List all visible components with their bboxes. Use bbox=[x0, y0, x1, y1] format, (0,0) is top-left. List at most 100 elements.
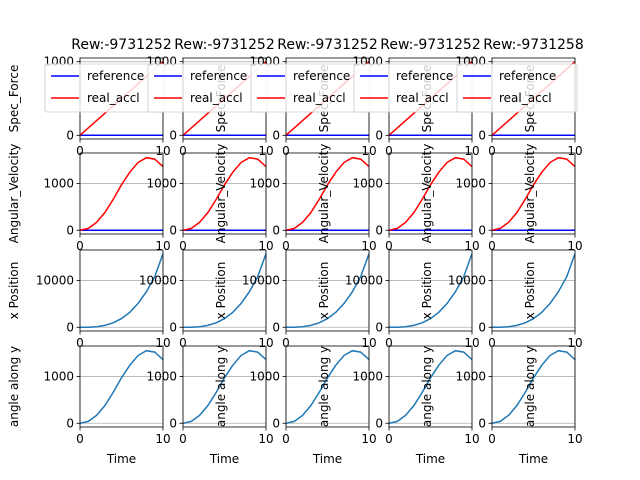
subplot-title: Rew:-9731258 bbox=[483, 37, 584, 53]
y-tick-label: 0 bbox=[478, 128, 486, 142]
x-tick-label: 0 bbox=[76, 336, 84, 350]
subplot-r3-c0: 0 1000 0 10 angle along y Time bbox=[7, 345, 171, 466]
y-tick-label: 0 bbox=[272, 320, 280, 334]
x-tick-label: 0 bbox=[76, 239, 84, 253]
subplot-title: Rew:-9731252 bbox=[71, 37, 172, 53]
x-tick-label: 10 bbox=[464, 144, 479, 158]
subplot-title: Rew:-9731252 bbox=[277, 37, 378, 53]
x-tick-label: 0 bbox=[282, 336, 290, 350]
legend-label-reference: reference bbox=[190, 69, 247, 83]
y-tick-label: 10000 bbox=[345, 273, 383, 287]
subplot-r2-c4: 0 10000 0 10 x Position bbox=[448, 249, 583, 350]
y-tick-label: 1000 bbox=[352, 369, 383, 383]
x-tick-label: 10 bbox=[155, 336, 170, 350]
legend-label-real-accl: real_accl bbox=[87, 91, 140, 105]
axes-frame bbox=[491, 345, 576, 428]
series-line-trace bbox=[183, 349, 266, 425]
y-axis-label: x Position bbox=[317, 262, 331, 320]
y-tick-label: 0 bbox=[66, 223, 74, 237]
x-tick-label: 10 bbox=[361, 144, 376, 158]
subplot-r0-c2: 01000010Spec_Forcereferencereal_acclRew:… bbox=[249, 37, 377, 158]
y-axis-label: x Position bbox=[214, 262, 228, 320]
legend-label-reference: reference bbox=[87, 69, 144, 83]
y-tick-label: 0 bbox=[272, 223, 280, 237]
x-tick-label: 10 bbox=[155, 239, 170, 253]
x-tick-label: 0 bbox=[385, 239, 393, 253]
x-tick-label: 0 bbox=[179, 432, 187, 446]
x-tick-label: 0 bbox=[282, 144, 290, 158]
legend: reference real_accl bbox=[353, 63, 475, 113]
x-tick-label: 10 bbox=[567, 144, 582, 158]
y-tick-label: 0 bbox=[375, 416, 383, 430]
x-axis-label: Time bbox=[518, 452, 548, 466]
y-tick-label: 0 bbox=[375, 320, 383, 334]
y-axis-label: Angular_Velocity bbox=[420, 144, 434, 244]
y-tick-label: 0 bbox=[272, 128, 280, 142]
axes-frame bbox=[285, 249, 370, 332]
legend: reference real_accl bbox=[147, 63, 269, 113]
x-axis-label: Time bbox=[312, 452, 342, 466]
y-axis-label: angle along y bbox=[420, 346, 434, 427]
subplot-r3-c3: 0 1000 0 10 angle along y Time bbox=[352, 345, 480, 466]
subplot-r1-c1: 0 1000 0 10 Angular_Velocity bbox=[146, 144, 273, 253]
y-tick-label: 1000 bbox=[146, 176, 177, 190]
subplot-r2-c1: 0 10000 0 10 x Position bbox=[139, 249, 274, 350]
series-line-trace bbox=[492, 253, 575, 329]
series-line-real-accl bbox=[286, 156, 369, 232]
axes-frame bbox=[388, 249, 473, 332]
x-tick-label: 10 bbox=[258, 432, 273, 446]
x-tick-label: 10 bbox=[361, 432, 376, 446]
axes-frame bbox=[182, 249, 267, 332]
axes-frame bbox=[491, 152, 576, 235]
x-tick-label: 10 bbox=[258, 239, 273, 253]
y-tick-label: 0 bbox=[169, 223, 177, 237]
subplot-r2-c2: 0 10000 0 10 x Position bbox=[242, 249, 377, 350]
series-line-trace bbox=[183, 253, 266, 329]
legend: reference real_accl bbox=[250, 63, 372, 113]
legend-label-reference: reference bbox=[396, 69, 453, 83]
axes-frame bbox=[79, 249, 164, 332]
subplot-r1-c3: 0 1000 0 10 Angular_Velocity bbox=[352, 144, 479, 253]
x-tick-label: 0 bbox=[282, 432, 290, 446]
x-tick-label: 10 bbox=[567, 239, 582, 253]
y-tick-label: 0 bbox=[375, 128, 383, 142]
legend-label-real-accl: real_accl bbox=[293, 91, 346, 105]
y-tick-label: 0 bbox=[66, 416, 74, 430]
series-line-real-accl bbox=[183, 156, 266, 232]
x-tick-label: 0 bbox=[76, 144, 84, 158]
series-line-real-accl bbox=[80, 156, 163, 232]
y-tick-label: 0 bbox=[478, 223, 486, 237]
subplot-r3-c4: 0 1000 0 10 angle along y Time bbox=[455, 345, 583, 466]
x-tick-label: 0 bbox=[488, 336, 496, 350]
subplot-r1-c2: 0 1000 0 10 Angular_Velocity bbox=[249, 144, 376, 253]
y-axis-label: x Position bbox=[7, 262, 21, 320]
y-axis-label: x Position bbox=[523, 262, 537, 320]
x-tick-label: 10 bbox=[464, 239, 479, 253]
y-axis-label: angle along y bbox=[317, 346, 331, 427]
y-tick-label: 0 bbox=[478, 416, 486, 430]
y-tick-label: 10000 bbox=[36, 273, 74, 287]
axes-frame bbox=[79, 345, 164, 428]
x-tick-label: 0 bbox=[385, 336, 393, 350]
x-tick-label: 10 bbox=[361, 239, 376, 253]
x-tick-label: 0 bbox=[488, 239, 496, 253]
subplot-r2-c3: 0 10000 0 10 x Position bbox=[345, 249, 480, 350]
y-tick-label: 0 bbox=[375, 223, 383, 237]
y-tick-label: 0 bbox=[66, 128, 74, 142]
series-line-trace bbox=[286, 349, 369, 425]
x-tick-label: 0 bbox=[488, 144, 496, 158]
y-tick-label: 1000 bbox=[43, 176, 74, 190]
y-tick-label: 0 bbox=[478, 320, 486, 334]
y-tick-label: 1000 bbox=[249, 176, 280, 190]
x-tick-label: 10 bbox=[155, 144, 170, 158]
y-axis-label: angle along y bbox=[7, 346, 21, 427]
y-axis-label: x Position bbox=[420, 262, 434, 320]
x-tick-label: 10 bbox=[258, 336, 273, 350]
y-axis-label: Angular_Velocity bbox=[317, 144, 331, 244]
y-axis-label: Angular_Velocity bbox=[214, 144, 228, 244]
y-tick-label: 0 bbox=[169, 320, 177, 334]
subplot-r0-c1: 01000010Spec_Forcereferencereal_acclRew:… bbox=[146, 37, 274, 158]
x-tick-label: 10 bbox=[361, 336, 376, 350]
series-line-trace bbox=[389, 349, 472, 425]
